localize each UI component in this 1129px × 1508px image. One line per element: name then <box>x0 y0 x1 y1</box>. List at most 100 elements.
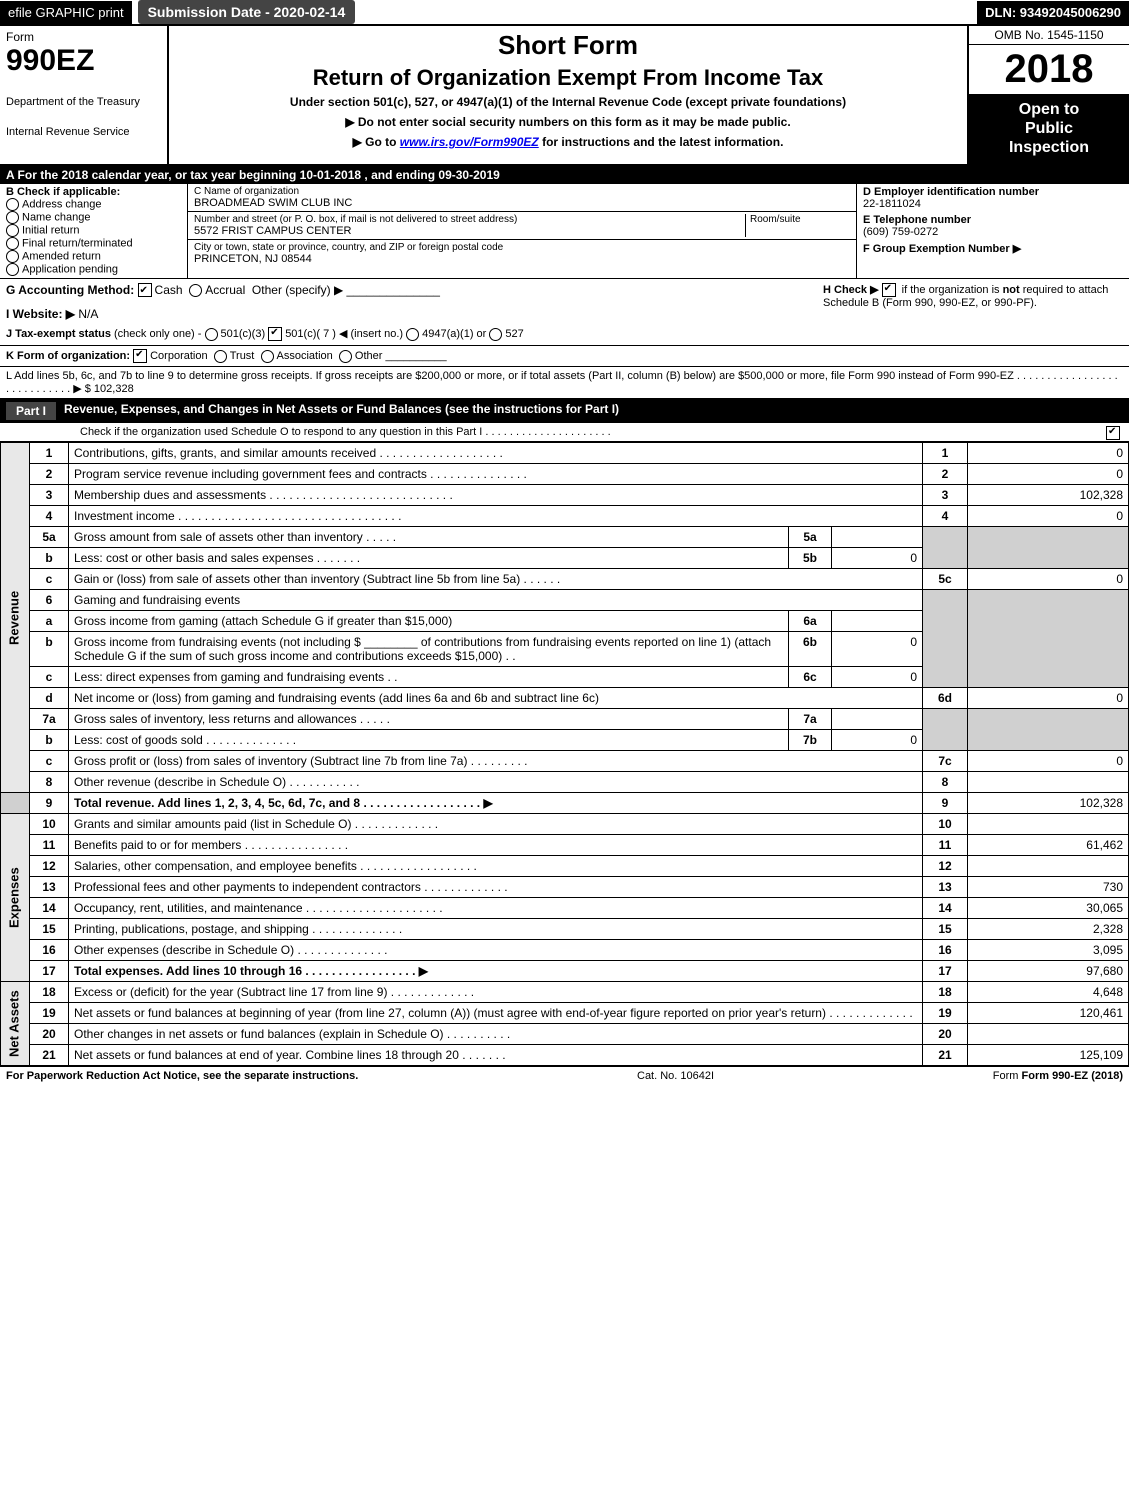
city-label: City or town, state or province, country… <box>194 242 850 253</box>
info-grid: B Check if applicable: Address change Na… <box>0 184 1129 279</box>
tax-period-row: A For the 2018 calendar year, or tax yea… <box>0 166 1129 184</box>
irs-link[interactable]: www.irs.gov/Form990EZ <box>400 135 539 149</box>
dln-label: DLN: 93492045006290 <box>977 1 1129 24</box>
opt-pending: Application pending <box>6 263 181 276</box>
vtab-expenses: Expenses <box>1 814 30 982</box>
radio-initial[interactable] <box>6 224 19 237</box>
part1-label: Part I <box>6 402 56 420</box>
radio-name[interactable] <box>6 211 19 224</box>
radio-4947[interactable] <box>406 328 419 341</box>
part1-title: Revenue, Expenses, and Changes in Net As… <box>64 402 619 420</box>
section-l: L Add lines 5b, 6c, and 7b to line 9 to … <box>0 367 1129 399</box>
radio-527[interactable] <box>489 328 502 341</box>
header-right: OMB No. 1545-1150 2018 Open to Public In… <box>967 26 1129 164</box>
header-center: Short Form Return of Organization Exempt… <box>169 26 967 164</box>
desc: Contributions, gifts, grants, and simila… <box>69 443 923 464</box>
footer-right: Form Form 990-EZ (2018) <box>993 1070 1123 1082</box>
city-cell: City or town, state or province, country… <box>188 240 856 267</box>
opt-amended: Amended return <box>6 250 181 263</box>
notice-link: ▶ Go to www.irs.gov/Form990EZ for instru… <box>179 135 957 149</box>
radio-other[interactable] <box>339 350 352 363</box>
check-corp[interactable] <box>133 349 147 363</box>
h-label: H Check ▶ <box>823 284 879 296</box>
form-header: Form 990EZ Department of the Treasury In… <box>0 26 1129 166</box>
subtitle: Under section 501(c), 527, or 4947(a)(1)… <box>179 95 957 109</box>
room-label: Room/suite <box>750 214 850 225</box>
radio-assoc[interactable] <box>261 350 274 363</box>
footer-left: For Paperwork Reduction Act Notice, see … <box>6 1070 358 1082</box>
dept-treasury: Department of the Treasury <box>6 96 161 108</box>
vtab-netassets: Net Assets <box>1 982 30 1066</box>
h-not: not <box>1003 284 1020 296</box>
efile-label: efile GRAPHIC print <box>0 1 132 24</box>
part1-check-row: Check if the organization used Schedule … <box>0 423 1129 442</box>
radio-pending[interactable] <box>6 263 19 276</box>
submission-date-button[interactable]: Submission Date - 2020-02-14 <box>138 0 356 24</box>
section-g-h: G Accounting Method: Cash Accrual Other … <box>0 279 1129 347</box>
website-value: N/A <box>78 307 98 321</box>
name-label: C Name of organization <box>194 186 850 197</box>
radio-trust[interactable] <box>214 350 227 363</box>
dept-irs: Internal Revenue Service <box>6 126 161 138</box>
page-footer: For Paperwork Reduction Act Notice, see … <box>0 1066 1129 1085</box>
section-b: B Check if applicable: Address change Na… <box>0 184 188 278</box>
ein-value: 22-1811024 <box>863 198 1123 210</box>
short-form-title: Short Form <box>179 30 957 61</box>
tax-year: 2018 <box>969 45 1129 94</box>
city: PRINCETON, NJ 08544 <box>194 253 850 265</box>
section-h: H Check ▶ if the organization is not req… <box>823 283 1123 342</box>
part1-check-text: Check if the organization used Schedule … <box>80 426 611 438</box>
ln: 1 <box>30 443 69 464</box>
h-text1: if the organization is <box>902 284 1003 296</box>
phone-value: (609) 759-0272 <box>863 226 1123 238</box>
opt-name: Name change <box>6 211 181 224</box>
notice-pre: ▶ Go to <box>353 135 400 149</box>
period-pre: A For the 2018 calendar year, or tax yea… <box>6 168 300 182</box>
amt: 0 <box>968 443 1129 464</box>
opt-final: Final return/terminated <box>6 237 181 250</box>
notice-post: for instructions and the latest informat… <box>542 135 783 149</box>
street-cell: Number and street (or P. O. box, if mail… <box>188 212 856 240</box>
omb-number: OMB No. 1545-1150 <box>969 26 1129 45</box>
j-label: J Tax-exempt status <box>6 328 111 340</box>
form-number: 990EZ <box>6 44 161 78</box>
period-end: 09-30-2019 <box>438 168 499 182</box>
form-word: Form <box>6 30 161 44</box>
other-label: Other (specify) ▶ <box>252 283 343 297</box>
radio-501c3[interactable] <box>205 328 218 341</box>
section-k: K Form of organization: Corporation Trus… <box>0 346 1129 367</box>
open-to-public: Open to Public Inspection <box>969 94 1129 164</box>
open3: Inspection <box>971 138 1127 157</box>
section-c: C Name of organization BROADMEAD SWIM CL… <box>188 184 857 278</box>
i-label: I Website: ▶ <box>6 307 75 321</box>
check-501c[interactable] <box>268 327 282 341</box>
org-name: BROADMEAD SWIM CLUB INC <box>194 197 850 209</box>
j-hint: (check only one) - <box>114 328 204 340</box>
check-schedule-o[interactable] <box>1106 426 1120 440</box>
radio-accrual[interactable] <box>189 284 202 297</box>
vtab-revenue: Revenue <box>1 443 30 793</box>
org-name-cell: C Name of organization BROADMEAD SWIM CL… <box>188 184 856 212</box>
ein-label: D Employer identification number <box>863 186 1123 198</box>
street-label: Number and street (or P. O. box, if mail… <box>194 214 745 225</box>
period-begin: 10-01-2018 <box>300 168 361 182</box>
group-label: F Group Exemption Number ▶ <box>863 242 1123 255</box>
radio-amended[interactable] <box>6 250 19 263</box>
part1-table: Revenue 1 Contributions, gifts, grants, … <box>0 442 1129 1066</box>
open2: Public <box>971 119 1127 138</box>
phone-label: E Telephone number <box>863 214 1123 226</box>
radio-final[interactable] <box>6 237 19 250</box>
period-mid: , and ending <box>364 168 438 182</box>
part1-header: Part I Revenue, Expenses, and Changes in… <box>0 399 1129 423</box>
radio-address[interactable] <box>6 198 19 211</box>
section-d: D Employer identification number 22-1811… <box>857 184 1129 278</box>
ref: 1 <box>923 443 968 464</box>
check-cash[interactable] <box>138 283 152 297</box>
opt-initial: Initial return <box>6 224 181 237</box>
section-g: G Accounting Method: Cash Accrual Other … <box>6 283 823 342</box>
check-h[interactable] <box>882 283 896 297</box>
k-label: K Form of organization: <box>6 350 130 362</box>
footer-mid: Cat. No. 10642I <box>358 1070 992 1082</box>
street: 5572 FRIST CAMPUS CENTER <box>194 225 745 237</box>
open1: Open to <box>971 100 1127 119</box>
